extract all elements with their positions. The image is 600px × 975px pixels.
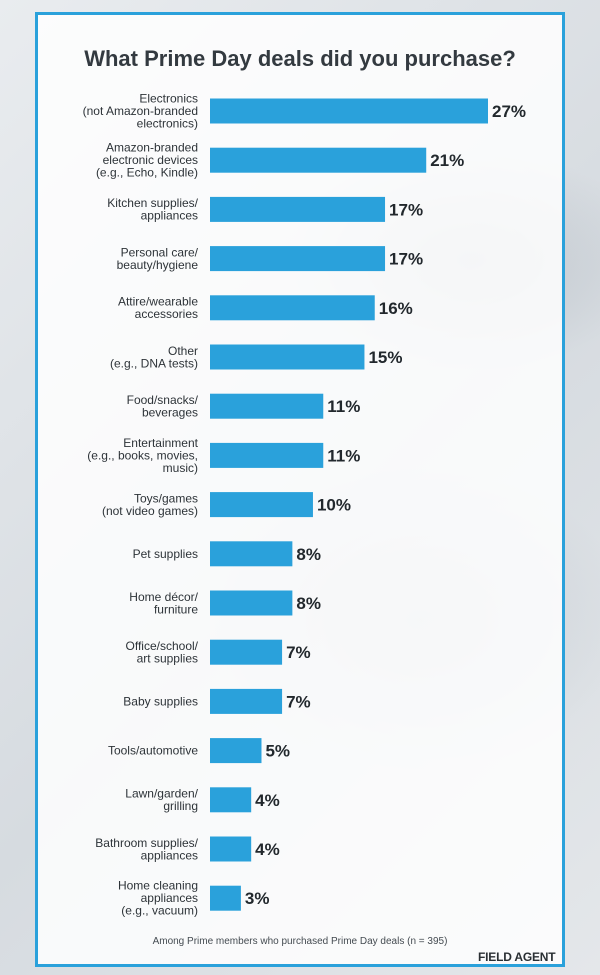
bar — [210, 688, 283, 714]
bar — [210, 442, 324, 468]
data-label: 7% — [286, 643, 311, 662]
bar — [210, 147, 427, 173]
data-label: 4% — [255, 791, 280, 810]
bar — [210, 639, 283, 665]
brand-logo: FIELD AGENT — [478, 950, 556, 964]
category-label: Toys/games (not video games) — [102, 491, 198, 517]
data-label: 11% — [327, 446, 360, 465]
category-label: Other (e.g., DNA tests) — [110, 344, 198, 371]
data-label: 5% — [265, 742, 290, 761]
data-label: 3% — [245, 889, 270, 908]
data-label: 11% — [327, 397, 360, 416]
bar — [210, 590, 293, 616]
bar — [210, 738, 262, 764]
category-label: Baby supplies — [123, 694, 198, 708]
category-label: Attire/wearable accessories — [118, 295, 198, 322]
bar — [210, 246, 386, 272]
bar — [210, 98, 488, 124]
chart-title: What Prime Day deals did you purchase? — [84, 46, 516, 71]
data-label: 7% — [286, 692, 311, 711]
category-label: Office/school/art supplies — [126, 639, 199, 666]
bar — [210, 492, 313, 518]
data-label: 17% — [389, 200, 423, 219]
data-label: 17% — [389, 250, 423, 269]
footnote: Among Prime members who purchased Prime … — [152, 936, 448, 947]
category-label: Lawn/garden/grilling — [125, 787, 198, 814]
category-label: Home cleaning appliances (e.g., vacuum) — [118, 879, 198, 918]
category-label: Electronics (not Amazon-branded electronic… — [83, 92, 198, 131]
data-label: 16% — [379, 299, 413, 318]
data-label: 21% — [430, 151, 464, 170]
data-label: 4% — [255, 840, 280, 859]
bar — [210, 196, 386, 222]
bar — [210, 344, 365, 370]
category-label: Amazon-branded electronic devices (e.g., E… — [96, 141, 198, 180]
bar — [210, 836, 252, 862]
data-label: 27% — [492, 102, 526, 121]
bar — [210, 541, 293, 567]
data-label: 8% — [296, 545, 321, 564]
data-label: 10% — [317, 496, 351, 515]
category-label: Food/snacks/beverages — [127, 393, 199, 420]
category-label: Pet supplies — [133, 547, 198, 561]
category-label: Tools/automotive — [108, 744, 198, 758]
category-label: Personal care/beauty/hygiene — [117, 245, 199, 272]
data-label: 15% — [368, 348, 402, 367]
category-label: Kitchen supplies/appliances — [107, 196, 198, 223]
bar — [210, 885, 241, 911]
bar — [210, 787, 252, 813]
bar — [210, 295, 375, 321]
category-label: Bathroom supplies/appliances — [95, 836, 198, 863]
data-label: 8% — [296, 594, 321, 613]
bar — [210, 393, 324, 419]
category-label: Home décor/furniture — [129, 590, 198, 617]
category-label: Entertainment (e.g., books, movies, music) — [87, 436, 198, 475]
